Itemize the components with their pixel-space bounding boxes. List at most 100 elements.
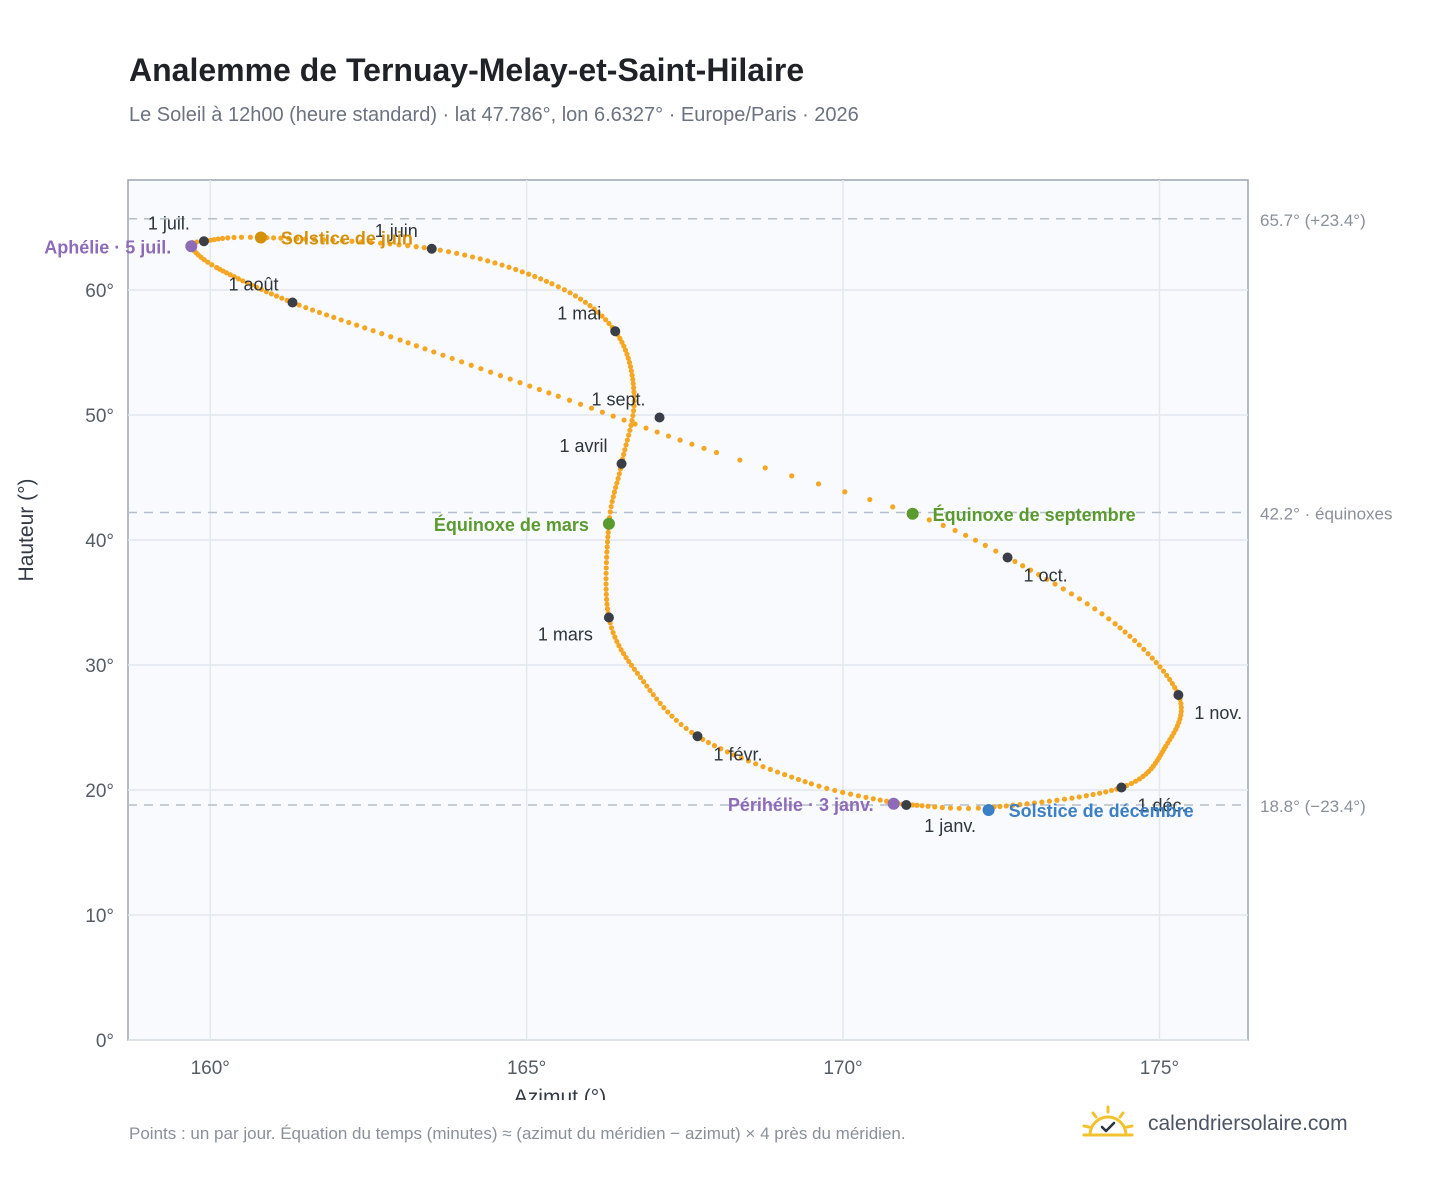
daily-point	[1054, 797, 1060, 803]
daily-point	[630, 376, 636, 383]
daily-point	[614, 638, 620, 645]
daily-point	[613, 484, 619, 491]
daily-point	[789, 473, 795, 479]
daily-point	[939, 804, 945, 811]
event-label: Solstice de décembre	[1009, 801, 1194, 821]
daily-point	[625, 355, 631, 361]
daily-point	[445, 249, 452, 255]
daily-point	[488, 369, 494, 375]
daily-point	[1076, 794, 1082, 800]
daily-point	[440, 352, 446, 358]
daily-point	[507, 376, 513, 382]
daily-point	[628, 662, 635, 668]
daily-point	[603, 559, 609, 566]
daily-point	[840, 789, 846, 795]
daily-point	[323, 312, 330, 318]
x-tick-label: 175°	[1140, 1058, 1179, 1079]
daily-point	[1020, 563, 1026, 569]
daily-point	[877, 797, 883, 803]
brand[interactable]: calendriersolaire.com	[1082, 1104, 1348, 1144]
daily-point	[641, 679, 647, 685]
daily-point	[1027, 567, 1034, 573]
daily-point	[654, 429, 660, 435]
daily-point	[629, 372, 635, 378]
daily-point	[1145, 651, 1151, 657]
daily-point	[519, 269, 525, 275]
daily-point	[1132, 637, 1138, 644]
daily-point	[604, 606, 611, 612]
y-tick-label: 20°	[85, 781, 114, 802]
daily-point	[362, 325, 368, 331]
daily-point	[925, 803, 931, 809]
daily-point	[397, 337, 403, 343]
daily-point	[643, 425, 649, 431]
grid	[128, 180, 1248, 1041]
month-marker	[426, 243, 437, 254]
daily-point	[621, 417, 627, 423]
month-label: 1 janv.	[924, 816, 976, 836]
daily-point	[745, 758, 752, 764]
daily-point	[631, 385, 637, 391]
daily-point	[1046, 798, 1053, 804]
daily-point	[566, 397, 573, 403]
daily-point	[330, 237, 336, 243]
y-tick-label: 60°	[85, 281, 114, 302]
month-markers: 1 janv. 1 févr. 1 mars 1 avril 1 mai 1 juin 1 …	[148, 213, 1242, 836]
daily-point	[1141, 646, 1147, 652]
daily-point	[631, 408, 637, 414]
daily-point	[561, 287, 567, 293]
daily-point	[802, 779, 808, 785]
daily-point	[316, 309, 323, 316]
daily-point	[595, 309, 601, 316]
month-label: 1 oct.	[1024, 566, 1068, 586]
daily-point	[623, 442, 629, 448]
daily-point	[624, 437, 630, 443]
daily-point	[629, 417, 635, 424]
daily-point	[619, 339, 625, 345]
event-markers: Solstice de juin Aphélie · 5 juil. Équinox…	[44, 229, 1193, 822]
daily-point	[1076, 596, 1083, 602]
daily-point	[1172, 684, 1178, 691]
daily-point	[816, 783, 822, 789]
reference-line-label: 18.8° (−23.4°)	[1260, 797, 1366, 816]
event-marker	[887, 797, 900, 810]
month-label: 1 sept.	[591, 390, 645, 410]
daily-point	[630, 381, 636, 387]
daily-point	[657, 700, 663, 706]
month-label: 1 août	[228, 275, 278, 295]
daily-point	[247, 234, 253, 240]
daily-point	[621, 451, 627, 458]
daily-point	[1160, 668, 1167, 674]
analemma-chart: 1 janv. 1 févr. 1 mars 1 avril 1 mai 1 juin 1 …	[15, 179, 1393, 1100]
daily-point	[244, 280, 250, 286]
daily-point	[1178, 700, 1184, 707]
daily-point	[599, 409, 605, 415]
daily-point	[631, 666, 638, 672]
daily-point	[485, 258, 491, 264]
event-marker	[982, 804, 995, 816]
daily-point	[492, 260, 498, 266]
daily-point	[588, 405, 595, 411]
event-marker	[602, 517, 615, 530]
daily-point	[320, 237, 327, 243]
daily-point	[599, 313, 605, 319]
daily-point	[231, 274, 237, 280]
daily-point	[1052, 581, 1058, 587]
daily-point	[1097, 790, 1103, 796]
daily-point	[422, 346, 428, 352]
reference-line-label: 65.7° (+23.4°)	[1260, 211, 1366, 230]
y-axis-label: Hauteur (°)	[15, 479, 38, 582]
daily-point	[606, 320, 612, 327]
daily-point	[624, 351, 630, 357]
daily-point	[413, 343, 419, 349]
daily-point	[478, 366, 484, 372]
daily-point	[607, 509, 613, 515]
daily-point	[1083, 793, 1089, 799]
daily-point	[673, 717, 679, 723]
daily-point	[279, 295, 285, 301]
event-label: Aphélie · 5 juil.	[44, 237, 171, 257]
daily-point	[650, 692, 656, 698]
x-tick-label: 160°	[191, 1058, 230, 1079]
daily-point	[437, 247, 443, 253]
chart-subtitle: Le Soleil à 12h00 (heure standard) · lat…	[129, 104, 859, 126]
